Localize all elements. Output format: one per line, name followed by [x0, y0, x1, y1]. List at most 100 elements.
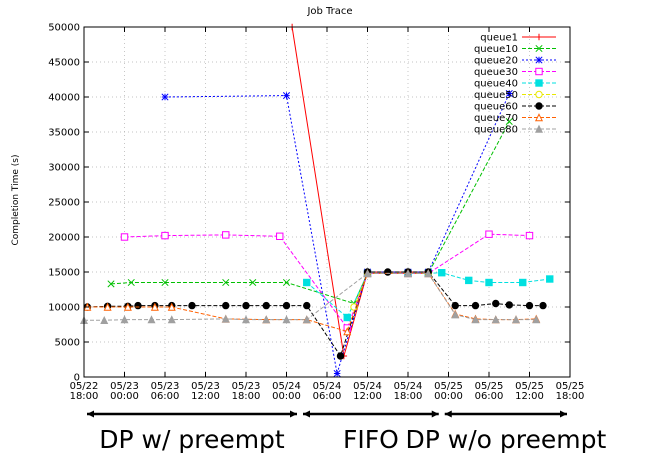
series-queue40	[303, 269, 554, 322]
series-queue10	[107, 117, 513, 308]
queue80-point	[241, 315, 251, 324]
queue20-point	[161, 93, 169, 101]
queue80-point	[451, 310, 460, 319]
x-tick-label-line: 18:00	[556, 391, 585, 402]
queue70-point	[123, 302, 132, 311]
queue20-line	[164, 93, 510, 374]
x-tick-label: 05/23 06:00	[151, 381, 180, 402]
x-tick-label-line: 18:00	[394, 391, 423, 402]
queue80-point	[403, 269, 413, 278]
legend-label: queue80	[474, 125, 518, 136]
queue10-line	[110, 121, 510, 305]
x-tick-label-line: 05/23	[191, 381, 220, 392]
queue30-point	[485, 230, 493, 238]
x-tick-label: 05/24 00:00	[272, 381, 301, 402]
x-tick-label-line: 05/23	[110, 381, 139, 392]
queue30-point	[222, 231, 230, 239]
queue40-point	[343, 313, 351, 322]
queue30-point	[161, 231, 169, 240]
queue80-point	[221, 314, 230, 323]
queue60-point	[384, 268, 392, 276]
y-tick-label: 35000	[48, 128, 80, 139]
queue60-point	[451, 301, 459, 310]
queue40-point	[546, 275, 554, 283]
legend-label: queue50	[474, 90, 518, 101]
phase-arrow-right	[290, 410, 297, 418]
x-tick-label-line: 05/24	[272, 381, 301, 392]
legend-label: queue40	[474, 79, 518, 90]
phase-arrow-left	[444, 410, 452, 418]
queue70-point	[167, 302, 176, 311]
x-tick-label: 05/23 00:00	[110, 381, 139, 402]
phase-arrow-right	[431, 410, 439, 418]
queue10-point	[249, 278, 257, 287]
x-tick-label-line: 05/24	[313, 381, 342, 392]
queue20-point	[282, 92, 291, 100]
queue10-point	[161, 278, 169, 287]
phase-arrow-left	[303, 410, 310, 418]
x-tick-label-line: 05/25	[434, 381, 463, 392]
queue30-point	[120, 233, 129, 241]
x-tick-label-line: 05/24	[353, 381, 382, 392]
queue60-point	[525, 301, 534, 310]
y-tick-label: 15000	[48, 268, 80, 279]
x-tick-label: 05/22 18:00	[70, 381, 99, 402]
series-layer	[79, 23, 554, 378]
y-axis-label: Completion Time (s)	[11, 154, 21, 245]
y-tick-label: 25000	[48, 198, 80, 209]
queue10-point	[127, 278, 135, 287]
queue80-point	[511, 315, 521, 324]
queue80-point	[471, 315, 480, 324]
queue70-point	[150, 302, 159, 311]
legend-item-queue40: queue40	[474, 79, 556, 90]
queue50-point	[350, 303, 358, 311]
x-tick-label: 05/23 12:00	[191, 381, 220, 402]
legend-swatch-marker	[535, 56, 543, 64]
queue80-point	[302, 315, 311, 324]
queue80-point	[282, 315, 291, 324]
x-tick-label: 05/25 00:00	[434, 381, 463, 402]
series-queue1	[288, 23, 432, 360]
x-tick-label: 05/24 12:00	[353, 381, 382, 402]
x-tick-label-line: 06:00	[151, 391, 180, 402]
x-tick-label-line: 12:00	[191, 391, 220, 402]
x-tick-label: 05/25 12:00	[515, 381, 544, 402]
x-tick-label: 05/25 18:00	[556, 381, 585, 402]
queue80-point	[120, 315, 129, 324]
legend-label: queue30	[474, 67, 518, 78]
legend-label: queue70	[474, 113, 518, 124]
queue40-point	[303, 278, 311, 287]
legend-swatch-marker	[535, 90, 543, 99]
legend-label: queue10	[474, 44, 518, 55]
legend-label: queue1	[480, 33, 518, 44]
queue40-point	[519, 278, 527, 287]
queue80-point	[424, 269, 433, 278]
legend-swatch-marker	[534, 113, 544, 122]
x-tick-label-line: 00:00	[110, 391, 139, 402]
legend-swatch-marker	[535, 33, 543, 41]
legend-item-queue30: queue30	[474, 67, 556, 78]
queue60-point	[505, 301, 513, 309]
queue40-line	[306, 272, 550, 319]
x-tick-label-line: 12:00	[515, 391, 544, 402]
x-tick-label: 05/23 18:00	[232, 381, 261, 402]
x-tick-label-line: 18:00	[232, 391, 261, 402]
queue10-point	[222, 278, 230, 287]
queue80-point	[167, 315, 176, 324]
series-queue20	[161, 89, 513, 378]
y-tick-label: 45000	[48, 58, 80, 69]
y-tick-label: 50000	[48, 23, 80, 34]
x-tick-label-line: 05/24	[394, 381, 423, 392]
x-tick-label-line: 18:00	[70, 391, 99, 402]
x-tick-label-line: 05/25	[515, 381, 544, 392]
queue80-point	[262, 315, 271, 324]
phase-label: FIFO	[343, 425, 399, 454]
legend-item-queue20: queue20	[474, 56, 556, 67]
queue10-point	[505, 117, 513, 126]
queue10-point	[282, 278, 291, 287]
x-tick-label: 05/24 06:00	[313, 381, 342, 402]
x-tick-label: 05/25 06:00	[475, 381, 504, 402]
legend-item-queue60: queue60	[474, 102, 556, 113]
